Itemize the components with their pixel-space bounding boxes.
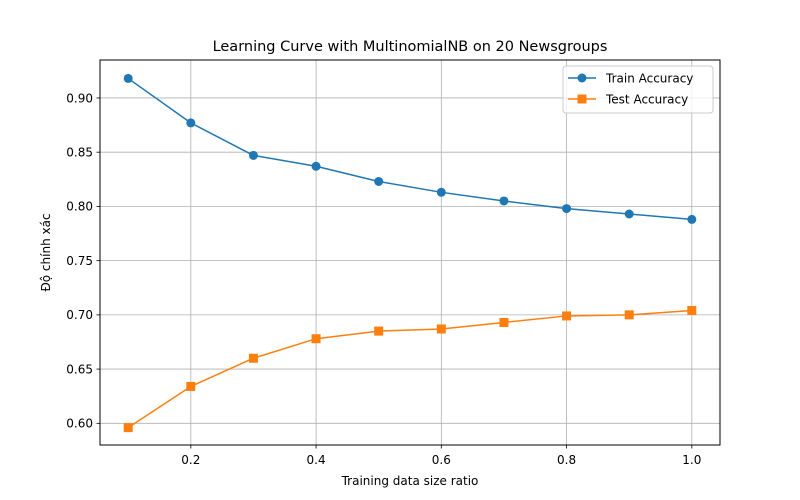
x-tick-label: 0.6 <box>432 453 451 467</box>
train-accuracy-point <box>562 204 572 214</box>
x-tick-label: 0.8 <box>557 453 576 467</box>
legend-box <box>562 65 714 114</box>
test-accuracy-point <box>687 306 697 316</box>
test-accuracy-point <box>436 324 446 334</box>
train-accuracy-point <box>311 161 321 171</box>
train-accuracy-point <box>624 209 634 219</box>
train-accuracy-point <box>374 176 384 186</box>
grid <box>100 60 720 445</box>
test-accuracy-point <box>311 334 321 344</box>
legend: Train Accuracy Test Accuracy <box>562 65 714 114</box>
test-accuracy-point <box>499 317 509 327</box>
train-accuracy-line <box>127 77 692 221</box>
axis-ticks: 0.2 0.4 0.6 0.8 1.0 0.60 0.65 0.70 0.75 0.80 0.85 0… <box>66 91 701 467</box>
y-tick-label: 0.80 <box>66 200 93 214</box>
legend-train-label: Train Accuracy <box>605 72 693 86</box>
y-tick-label: 0.85 <box>66 145 93 159</box>
test-accuracy-line <box>127 309 692 429</box>
test-accuracy-point <box>562 311 572 321</box>
train-accuracy-point <box>186 118 196 128</box>
test-accuracy-point <box>624 310 634 320</box>
plot-frame <box>99 59 721 446</box>
train-accuracy-point <box>248 150 258 160</box>
y-axis-title: Độ chính xác <box>39 213 53 291</box>
train-accuracy-point <box>436 187 446 197</box>
y-tick-label: 0.90 <box>66 91 93 105</box>
x-tick-label: 1.0 <box>682 453 701 467</box>
legend-test-marker <box>577 94 587 104</box>
train-accuracy-point <box>499 196 509 206</box>
y-tick-label: 0.75 <box>66 254 93 268</box>
chart-title: Learning Curve with MultinomialNB on 20 … <box>213 39 608 55</box>
y-tick-label: 0.70 <box>66 308 93 322</box>
train-accuracy-point <box>687 214 697 224</box>
y-tick-label: 0.65 <box>66 362 93 376</box>
x-tick-label: 0.2 <box>181 453 200 467</box>
legend-test-label: Test Accuracy <box>605 93 688 107</box>
test-accuracy-point <box>248 353 258 363</box>
test-accuracy-point <box>374 326 384 336</box>
x-tick-label: 0.4 <box>307 453 326 467</box>
series-layer <box>123 73 697 433</box>
train-accuracy-point <box>123 73 133 83</box>
test-accuracy-point <box>186 381 196 391</box>
test-accuracy-point <box>123 423 133 433</box>
y-tick-label: 0.60 <box>66 417 93 431</box>
legend-train-marker <box>577 73 587 83</box>
x-axis-title: Training data size ratio <box>341 474 479 488</box>
